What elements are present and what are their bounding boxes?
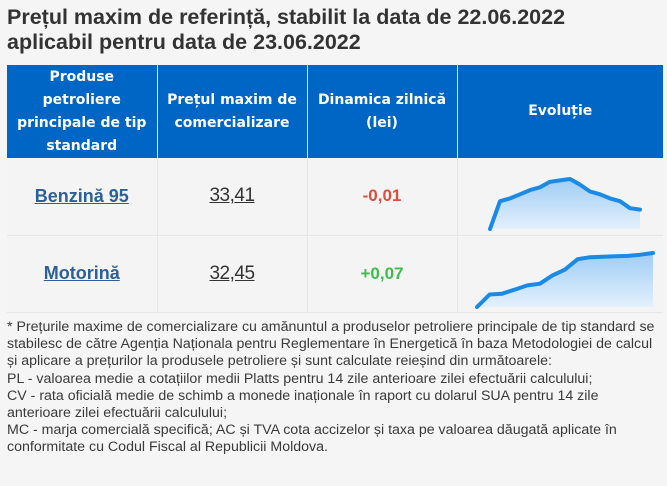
column-header-evolution: Evoluție [457, 65, 663, 158]
daily-change-value: -0,01 [362, 186, 402, 206]
title-line-2: aplicabil pentru data de 23.06.2022 [7, 30, 361, 54]
sparkline-line [488, 177, 643, 232]
footnote-mc: MC - marja comercială specifică; AC și T… [7, 422, 617, 456]
title-line-1: Prețul maxim de referință, stabilit la d… [7, 5, 566, 29]
max-price-value[interactable]: 33,41 [209, 185, 255, 207]
sparkline-area [477, 252, 654, 307]
footnote-cv: CV - rata oficială medie de schimb a mon… [7, 387, 599, 422]
sparkline-chart-benzina [488, 177, 643, 232]
column-header-max-price: Prețul maxim de comercializare [157, 65, 308, 158]
page-title: Prețul maxim de referință, stabilit la d… [7, 5, 662, 55]
product-link-motorina[interactable]: Motorină [43, 263, 120, 283]
price-cell: 33,41 [157, 158, 308, 236]
table-row: Benzină 95 33,41 -0,01 [7, 158, 663, 236]
change-cell: -0,01 [307, 158, 458, 236]
sparkline-line [475, 250, 656, 309]
product-cell: Benzină 95 [7, 158, 158, 236]
evolution-cell [457, 158, 663, 236]
daily-change-value: +0,07 [360, 263, 404, 283]
column-header-product: Produse petroliere principale de tip sta… [7, 65, 158, 158]
column-header-daily-change: Dinamica zilnică (lei) [307, 65, 458, 158]
footnote-pl: PL - valoarea medie a cotațiilor medii P… [7, 370, 593, 387]
product-cell: Motorină [7, 235, 158, 313]
footnote: * Prețurile maxime de comercializare cu … [7, 319, 663, 457]
price-cell: 32,45 [157, 235, 308, 313]
change-cell: +0,07 [307, 235, 458, 313]
sparkline-area [490, 179, 641, 230]
max-price-value[interactable]: 32,45 [209, 262, 255, 284]
table-row: Motorină 32,45 +0,07 [7, 235, 663, 313]
sparkline-chart-motorina [475, 250, 656, 309]
table-header-row: Produse petroliere principale de tip sta… [7, 65, 663, 158]
footnote-intro: * Prețurile maxime de comercializare cu … [7, 319, 655, 370]
evolution-cell [457, 235, 663, 313]
product-link-benzina-95[interactable]: Benzină 95 [34, 185, 129, 206]
fuel-price-table: Produse petroliere principale de tip sta… [7, 65, 663, 313]
